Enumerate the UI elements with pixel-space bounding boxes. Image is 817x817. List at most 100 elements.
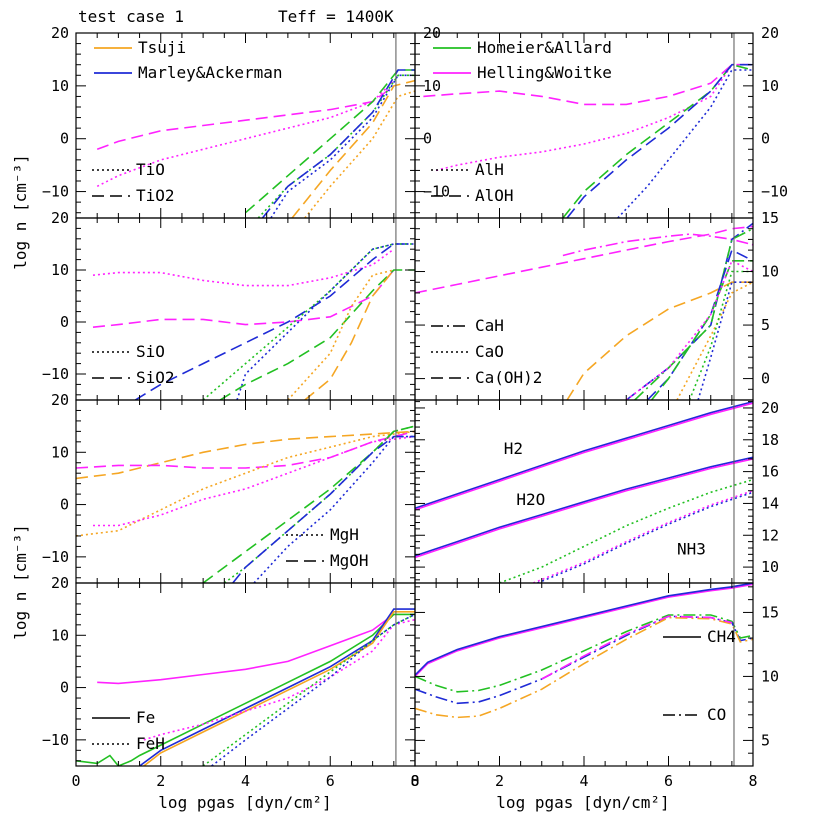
x-tick-label: 0 xyxy=(410,772,419,790)
series-line-marley-ackerman-dashed xyxy=(566,63,753,218)
y-tick-label: 15 xyxy=(761,603,779,621)
series-line-marley-ackerman-dashed xyxy=(134,243,415,400)
series-line-marley-ackerman-dotted xyxy=(697,281,753,400)
y-tick-label: 18 xyxy=(761,431,779,449)
y-tick-label: 20 xyxy=(51,391,69,409)
y-tick-label: 20 xyxy=(51,209,69,227)
x-tick-label: 8 xyxy=(748,772,757,790)
x-axis-label-right: log pgas [dyn/cm²] xyxy=(496,793,669,812)
x-tick-label: 6 xyxy=(326,772,335,790)
series-group xyxy=(76,425,415,583)
series-line-homeier-allard-dotted xyxy=(499,478,753,583)
series-group xyxy=(415,400,753,583)
panel-p2: 20 10 0 −10 AlH AlOH xyxy=(414,24,788,219)
series-line-homeier-allard-dashed xyxy=(562,63,753,218)
y-tick-label: 10 xyxy=(761,263,779,281)
series-line-helling-woitke-dashdot xyxy=(562,233,753,257)
species-legend-label: AlOH xyxy=(475,186,514,205)
series-line-helling-woitke-dashed xyxy=(415,225,753,294)
y-tick-label: 0 xyxy=(60,496,69,514)
series-line-homeier-allard-dashed xyxy=(202,425,415,583)
series-line-helling-woitke-dashed xyxy=(92,269,395,328)
y-tick-label: 10 xyxy=(761,77,779,95)
series-line-marley-ackerman-dashed xyxy=(232,435,415,583)
series-line-marley-ackerman-dotted xyxy=(617,69,753,218)
species-legend-label: CO xyxy=(707,705,726,724)
source-legend-label: Homeier&Allard xyxy=(477,38,612,57)
series-line-marley-ackerman-dotted xyxy=(236,243,415,400)
panel-frame xyxy=(414,217,754,401)
y-tick-label: 10 xyxy=(51,443,69,461)
species-legend-label: CaO xyxy=(475,342,504,361)
y-tick-label: 10 xyxy=(51,77,69,95)
source-legend-label: Helling&Woitke xyxy=(477,63,612,82)
y-tick-label: −10 xyxy=(42,731,69,749)
y-tick-label: 0 xyxy=(761,370,770,388)
series-line-marley-ackerman-dashed xyxy=(261,69,415,218)
series-line-marley-ackerman-dotted xyxy=(253,435,415,583)
series-line-helling-woitke-dotted xyxy=(625,259,753,400)
y-tick-label: 10 xyxy=(761,558,779,576)
y-tick-label: 5 xyxy=(761,731,770,749)
series-line-helling-woitke-dotted xyxy=(93,435,415,527)
series-line-helling-woitke-dashed xyxy=(76,430,415,469)
species-legend-label: CaH xyxy=(475,316,504,335)
y-tick-label: 14 xyxy=(761,494,779,512)
source-legend-label: Marley&Ackerman xyxy=(138,63,283,82)
y-tick-label: 0 xyxy=(60,130,69,148)
series-line-marley-ackerman-dashdot xyxy=(625,222,753,400)
series-line-marley-ackerman-solid xyxy=(415,583,753,676)
y-tick-label: −10 xyxy=(423,183,450,201)
x-tick-label: 8 xyxy=(410,772,419,790)
series-line-tsuji-dashed xyxy=(304,269,395,400)
series-group xyxy=(76,608,415,766)
series-line-tsuji-dashed xyxy=(76,430,415,480)
y-tick-label: 20 xyxy=(761,399,779,417)
series-line-helling-woitke-solid xyxy=(415,583,753,677)
y-tick-label: 12 xyxy=(761,526,779,544)
series-line-marley-ackerman-dashdot xyxy=(415,615,753,705)
series-line-marley-ackerman-dotted xyxy=(537,491,753,583)
series-line-helling-woitke-solid xyxy=(415,458,753,559)
y-tick-label: 10 xyxy=(423,77,441,95)
species-legend-label: FeH xyxy=(136,734,165,753)
x-tick-label: 2 xyxy=(156,772,165,790)
y-tick-label: 10 xyxy=(51,261,69,279)
series-line-homeier-allard-dashdot xyxy=(634,227,753,400)
panel-p7: 20 10 0 −10 Fe FeH xyxy=(42,574,416,767)
header-title-right: Teff = 1400K xyxy=(278,7,394,26)
x-tick-label: 6 xyxy=(664,772,673,790)
species-legend-label: SiO xyxy=(136,342,165,361)
series-line-helling-woitke-dotted xyxy=(96,80,395,188)
series-line-tsuji-dotted xyxy=(676,281,753,400)
series-line-tsuji-dotted xyxy=(76,430,415,537)
y-axis-label-top: log n [cm⁻³] xyxy=(11,154,30,270)
panel-frame xyxy=(75,217,416,401)
series-line-tsuji-dashed xyxy=(291,79,415,218)
y-tick-label: 0 xyxy=(423,130,432,148)
series-line-tsuji-dashdot xyxy=(415,616,753,719)
species-legend-label: MgOH xyxy=(330,551,369,570)
y-tick-label: 0 xyxy=(761,130,770,148)
y-tick-label: 5 xyxy=(761,316,770,334)
species-legend-label: AlH xyxy=(475,160,504,179)
series-line-tsuji-dashed xyxy=(566,281,753,400)
y-tick-label: 10 xyxy=(761,667,779,685)
y-tick-label: −10 xyxy=(42,548,69,566)
series-line-tsuji-dotted xyxy=(304,90,415,218)
series-group xyxy=(415,222,753,400)
species-legend-label: CH4 xyxy=(707,627,736,646)
panel-frame xyxy=(414,582,754,767)
y-tick-label: 0 xyxy=(60,679,69,697)
y-tick-label: 15 xyxy=(761,209,779,227)
series-line-helling-woitke-dashed xyxy=(423,63,753,106)
panel-frame xyxy=(414,32,754,219)
series-line-marley-ackerman-dotted xyxy=(270,74,415,218)
series-line-homeier-allard-dotted xyxy=(688,270,753,400)
series-line-homeier-allard-dashed xyxy=(650,259,753,400)
species-legend-label: MgH xyxy=(330,525,359,544)
y-tick-label: 20 xyxy=(51,24,69,42)
series-group xyxy=(423,63,753,218)
